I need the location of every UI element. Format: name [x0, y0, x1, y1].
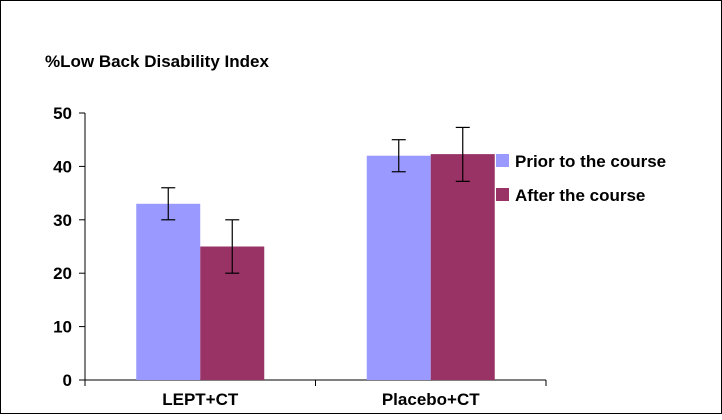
- x-tick-label: LEPT+CT: [162, 390, 239, 409]
- bars: [136, 154, 495, 380]
- bar: [366, 155, 431, 380]
- bar: [136, 203, 201, 380]
- bar: [430, 154, 495, 380]
- legend-label: After the course: [515, 186, 645, 205]
- x-tick-label: Placebo+CT: [382, 390, 480, 409]
- error-bars: [161, 126, 470, 274]
- chart-title: %Low Back Disability Index: [45, 52, 269, 71]
- y-tick-label: 0: [63, 371, 72, 390]
- y-tick-label: 10: [53, 318, 72, 337]
- legend: Prior to the course After the course: [496, 152, 666, 205]
- y-tick-label: 40: [53, 157, 72, 176]
- y-tick-label: 50: [53, 104, 72, 123]
- legend-label: Prior to the course: [515, 152, 666, 171]
- y-tick-label: 20: [53, 264, 72, 283]
- legend-swatch: [496, 154, 509, 167]
- axes: 0 10 20 30 40 50 LEPT+CT Placebo+CT: [53, 104, 547, 409]
- legend-swatch: [496, 188, 509, 201]
- y-tick-label: 30: [53, 211, 72, 230]
